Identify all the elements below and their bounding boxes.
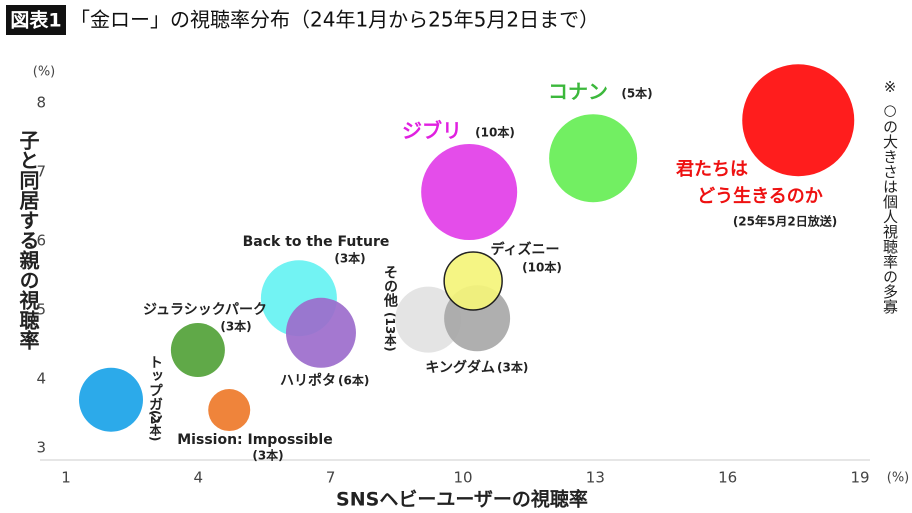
- x-tick-label: 4: [194, 469, 204, 487]
- bubble-note: (13本): [383, 312, 397, 352]
- bubble-label: ディズニー: [490, 241, 559, 258]
- y-tick-label: 8: [36, 94, 46, 112]
- y-axis-label: 子と同居する親の視聴率: [16, 130, 40, 351]
- bubble: [395, 286, 462, 353]
- bubble-label: ジブリ: [402, 119, 462, 143]
- bubble-note: (5本): [621, 86, 652, 101]
- badge-box: [6, 5, 66, 35]
- chart-title: 「金ロー」の視聴率分布（24年1月から25年5月2日まで）: [70, 8, 599, 32]
- bubble-label: ジュラシックパーク: [143, 302, 267, 318]
- bubble-note: (3本): [497, 360, 528, 375]
- x-tick-label: 19: [850, 469, 869, 487]
- y-tick-label: 3: [36, 439, 46, 457]
- y-tick-label: 5: [36, 301, 46, 319]
- bubble-label: どう生きるのか: [697, 185, 823, 207]
- badge: 図表1: [10, 9, 61, 32]
- y-tick-label: 4: [36, 370, 46, 388]
- bubble: [208, 389, 251, 432]
- bubble-note: (10本): [522, 260, 562, 275]
- y-tick-label: 7: [36, 163, 46, 181]
- x-unit: (%): [887, 471, 910, 486]
- bubble: [421, 144, 518, 241]
- bubble-label: その他: [382, 265, 399, 308]
- bubble: [285, 297, 356, 368]
- bubble: [443, 251, 503, 311]
- bubble-note: (2本): [148, 410, 162, 441]
- bubble-label: Back to the Future: [243, 234, 390, 250]
- x-tick-label: 10: [453, 469, 472, 487]
- x-axis-label: SNSヘビーユーザーの視聴率: [336, 488, 588, 511]
- bubble-note: (25年5月2日放送): [733, 214, 837, 229]
- bubble-note: (3本): [334, 251, 365, 266]
- bubble-label: Mission: Impossible: [177, 432, 332, 448]
- x-tick-label: 1: [61, 469, 71, 487]
- y-tick-label: 6: [36, 232, 46, 250]
- bubble: [549, 114, 638, 203]
- x-tick-label: 7: [326, 469, 336, 487]
- x-tick-label: 13: [586, 469, 605, 487]
- bubble-label: ハリポタ: [280, 372, 336, 389]
- bubble-note: (3本): [252, 448, 283, 463]
- bubble-label: 君たちは: [676, 159, 748, 180]
- bubble: [170, 323, 225, 378]
- bubble-label: トップガン: [147, 355, 163, 425]
- bubble-label: キングダム: [425, 359, 495, 376]
- y-unit: (%): [33, 65, 56, 80]
- bubble: [78, 367, 143, 432]
- bubble-label: コナン: [548, 80, 608, 104]
- bubble: [742, 64, 855, 177]
- bubble-note: (3本): [220, 319, 251, 334]
- bubble-note: (6本): [338, 373, 369, 388]
- x-tick-label: 16: [718, 469, 737, 487]
- size-note: ※ ○の大きさは個人視聴率の多寡: [881, 78, 899, 314]
- bubble-note: (10本): [475, 125, 515, 140]
